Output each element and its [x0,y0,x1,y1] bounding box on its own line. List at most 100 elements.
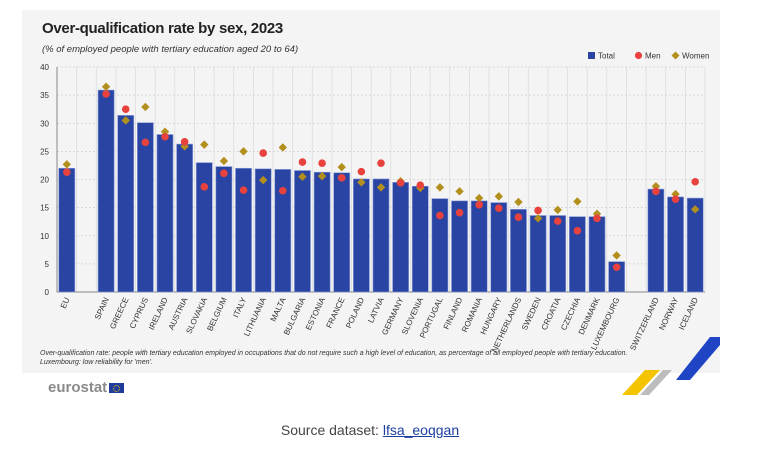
footnote-luxembourg: Luxembourg: low reliability for 'men'. [40,359,153,366]
women-marker [121,116,130,125]
bar-belgium [215,166,233,293]
bar-cyprus [137,122,154,293]
legend-label: Total [598,52,615,61]
women-marker [278,143,288,152]
women-marker [533,214,543,223]
y-tick-label: 25 [40,147,49,156]
y-tick-label: 5 [45,260,50,269]
men-marker [63,168,71,176]
x-tick-label: LATVIA [366,295,386,324]
footnote-definition: Over-qualification rate: people with ter… [40,350,628,357]
men-marker [121,105,130,113]
y-tick-label: 0 [45,288,50,297]
y-tick-label: 20 [40,176,49,185]
bar-slovakia [195,162,213,293]
legend-label: Men [645,52,661,61]
decorative-yellow-stripe [622,370,660,395]
bar-greece [117,115,135,293]
chart-title: Over-qualification rate by sex, 2023 [42,20,283,37]
women-marker [671,189,680,199]
legend-total-swatch [588,52,595,59]
women-marker [514,197,523,207]
x-tick-label: CYPRUS [128,296,150,330]
source-line: Source dataset: lfsa_eoqgan [0,422,740,438]
men-marker [180,138,189,146]
bar-iceland [686,197,704,293]
women-marker [317,171,327,181]
men-marker [475,201,483,209]
men-marker [495,204,503,212]
men-marker [141,138,150,147]
bar-latvia [372,178,390,293]
men-marker [396,179,405,187]
bar-malta [274,169,292,293]
eurostat-logo: eurostat [48,379,125,396]
bar-austria [176,143,193,293]
men-marker [534,206,542,215]
bar-bulgaria [294,170,311,293]
x-tick-label: ITALY [231,295,248,318]
women-marker [160,127,170,136]
x-tick-label: MALTA [269,295,288,323]
bar-italy [235,167,252,293]
women-marker [101,82,111,91]
bar-czechia [569,216,586,293]
women-marker [62,160,72,169]
women-marker [239,147,248,156]
bar-estonia [313,171,331,293]
bar-slovenia [411,185,429,293]
decorative-grey-stripe [640,370,672,395]
x-tick-label: BELGIUM [205,296,229,333]
women-marker [553,205,562,215]
men-marker [436,211,444,220]
men-marker [298,158,307,166]
men-marker [200,183,209,191]
logo-text: eurostat [48,379,108,396]
women-marker [474,193,484,203]
men-marker [671,195,680,203]
bar-norway [667,196,684,293]
women-marker [651,182,661,191]
legend-label: Women [682,52,709,61]
chart-subtitle: (% of employed people with tertiary educ… [42,44,299,55]
bar-romania [470,200,488,293]
y-tick-label: 40 [40,63,49,72]
legend-women-swatch [671,51,680,60]
bar-poland [353,178,370,293]
men-marker [377,159,385,167]
men-marker [357,167,366,176]
men-marker [279,186,287,195]
source-dataset-link[interactable]: lfsa_eoqgan [382,422,460,438]
men-marker [220,169,228,178]
women-marker [376,183,386,192]
bar-spain [97,89,115,293]
men-marker [514,213,523,221]
men-marker [593,214,601,223]
x-tick-label: EU [59,296,72,310]
x-tick-label: POLAND [344,296,366,330]
source-label: Source dataset: [280,422,383,438]
bar-finland [451,200,468,293]
men-marker [573,226,582,235]
x-tick-label: ICELAND [677,296,700,331]
x-tick-label: FRANCE [324,296,346,330]
women-marker [219,156,229,166]
women-marker [494,192,504,201]
y-tick-label: 35 [40,91,49,100]
women-marker [573,197,582,206]
bar-lithuania [254,168,272,293]
men-marker [455,208,464,217]
bar-eu [58,167,76,293]
women-marker [337,162,346,172]
y-tick-label: 15 [40,204,49,213]
bar-switzerland [647,188,665,293]
bar-sweden [529,215,547,293]
women-marker [357,178,366,187]
men-marker [691,177,699,186]
bar-ireland [156,134,174,293]
men-marker [239,186,248,194]
bar-netherlands [510,209,527,293]
men-marker [416,181,425,189]
x-tick-label: SPAIN [93,296,111,321]
